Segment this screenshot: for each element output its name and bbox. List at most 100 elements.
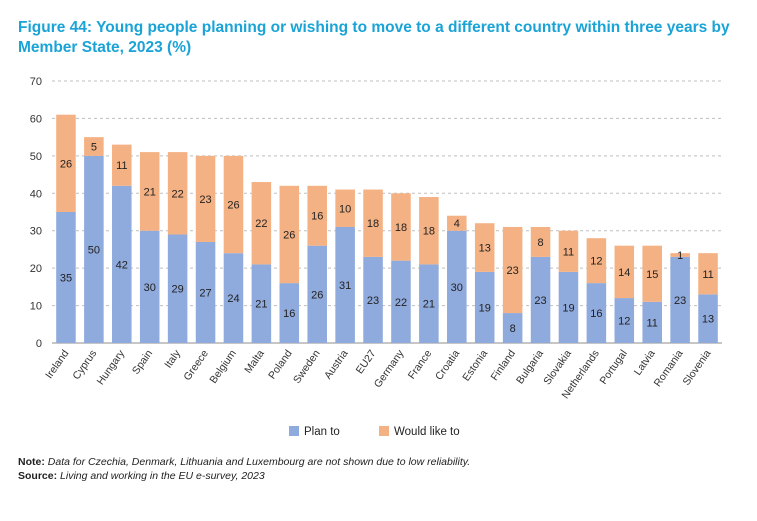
x-category-label: Germany — [372, 347, 407, 390]
data-label: 12 — [618, 316, 630, 328]
data-label: 11 — [646, 317, 657, 329]
data-label: 19 — [479, 302, 491, 314]
y-axis: 0 10 20 30 40 50 60 70 — [30, 76, 42, 350]
chart-title: Figure 44: Young people planning or wish… — [18, 19, 730, 56]
data-label: 5 — [91, 142, 97, 154]
data-label: 23 — [674, 295, 686, 307]
bar-plan-to — [642, 301, 662, 343]
data-label: 10 — [339, 203, 351, 215]
bar-would-like-to — [642, 245, 662, 302]
bar-would-like-to — [586, 238, 607, 284]
bar-plan-to — [474, 271, 495, 343]
note-line: Note: Data for Czechia, Denmark, Lithuan… — [18, 455, 470, 469]
data-label: 11 — [116, 160, 127, 172]
data-label: 14 — [618, 267, 630, 279]
gridlines — [52, 80, 722, 344]
bar-plan-to — [56, 212, 76, 343]
figure-note: Note: Data for Czechia, Denmark, Lithuan… — [18, 455, 470, 483]
data-label: 16 — [590, 308, 602, 320]
source-text: Living and working in the EU e-survey, 2… — [60, 470, 265, 482]
data-label: 29 — [172, 284, 184, 296]
x-category-label: Poland — [266, 348, 295, 382]
x-category-label: Hungary — [95, 347, 128, 387]
data-label: 18 — [395, 222, 407, 234]
bar-would-like-to — [84, 137, 104, 156]
data-label: 24 — [227, 293, 239, 305]
y-tick-label: 60 — [30, 113, 42, 125]
data-label: 31 — [339, 280, 351, 292]
bar-plan-to — [307, 245, 327, 343]
data-label: 15 — [646, 269, 658, 281]
bar-plan-to — [698, 294, 718, 343]
bar-plan-to — [251, 264, 272, 343]
x-category-label: Estonia — [460, 348, 490, 384]
y-tick-label: 50 — [30, 151, 42, 163]
bar-plan-to — [112, 185, 132, 343]
bar-plan-to — [84, 155, 104, 343]
bars: 3526505421130212922272324262122162626163… — [56, 114, 718, 343]
bar-plan-to — [614, 298, 635, 343]
data-label: 22 — [395, 297, 407, 309]
bar-plan-to — [502, 313, 523, 343]
bar-plan-to — [223, 253, 244, 343]
x-category-label: Finland — [488, 348, 518, 383]
data-label: 18 — [367, 218, 379, 230]
x-category-label: France — [406, 348, 435, 382]
bar-would-like-to — [670, 253, 690, 257]
legend-swatch-would-like-to — [379, 426, 389, 436]
data-label: 30 — [144, 282, 156, 294]
data-label: 16 — [283, 308, 295, 320]
x-category-label: Greece — [181, 348, 211, 383]
bar-would-like-to — [56, 114, 76, 212]
data-label: 23 — [367, 295, 379, 307]
x-category-label: Belgium — [207, 348, 239, 386]
bar-would-like-to — [502, 226, 523, 314]
x-category-label: Portugal — [597, 348, 629, 387]
data-label: 22 — [255, 218, 267, 230]
bar-would-like-to — [530, 226, 551, 257]
legend: Plan to Would like to — [289, 426, 460, 438]
bar-would-like-to — [335, 189, 355, 227]
data-label: 4 — [454, 218, 460, 230]
bar-plan-to — [167, 234, 188, 343]
x-category-label: Latvia — [632, 348, 658, 378]
x-category-label: Romania — [652, 348, 686, 389]
legend-swatch-plan-to — [289, 426, 299, 436]
bar-plan-to — [586, 283, 607, 343]
bar-plan-to — [530, 256, 551, 343]
data-label: 8 — [537, 237, 543, 249]
bar-plan-to — [447, 230, 467, 343]
y-tick-label: 0 — [36, 338, 42, 350]
bar-would-like-to — [698, 253, 718, 295]
bar-would-like-to — [223, 155, 244, 254]
y-tick-label: 20 — [30, 263, 42, 275]
x-category-label: Italy — [162, 347, 183, 370]
bar-plan-to — [670, 256, 690, 343]
data-label: 13 — [702, 314, 714, 326]
bar-would-like-to — [558, 230, 579, 272]
data-label: 35 — [60, 273, 72, 285]
data-label: 30 — [451, 282, 463, 294]
data-label: 21 — [144, 186, 156, 198]
data-label: 42 — [116, 259, 128, 271]
data-label: 26 — [227, 200, 239, 212]
x-category-label: Austria — [322, 348, 351, 382]
data-label: 50 — [88, 244, 100, 256]
bar-would-like-to — [419, 197, 439, 265]
data-label: 22 — [172, 188, 184, 200]
bar-would-like-to — [307, 185, 327, 246]
bar-would-like-to — [279, 185, 300, 284]
bar-would-like-to — [474, 223, 495, 272]
x-category-label: Spain — [130, 348, 155, 377]
bar-would-like-to — [112, 144, 132, 186]
x-category-label: Slovenia — [681, 348, 714, 388]
data-label: 13 — [479, 243, 491, 255]
bar-plan-to — [363, 256, 383, 343]
bar-would-like-to — [447, 215, 467, 231]
source-line: Source: Living and working in the EU e-s… — [18, 469, 470, 483]
x-category-label: Croatia — [433, 348, 462, 383]
data-label: 26 — [283, 229, 295, 241]
data-label: 11 — [702, 269, 713, 281]
bar-plan-to — [558, 271, 579, 343]
